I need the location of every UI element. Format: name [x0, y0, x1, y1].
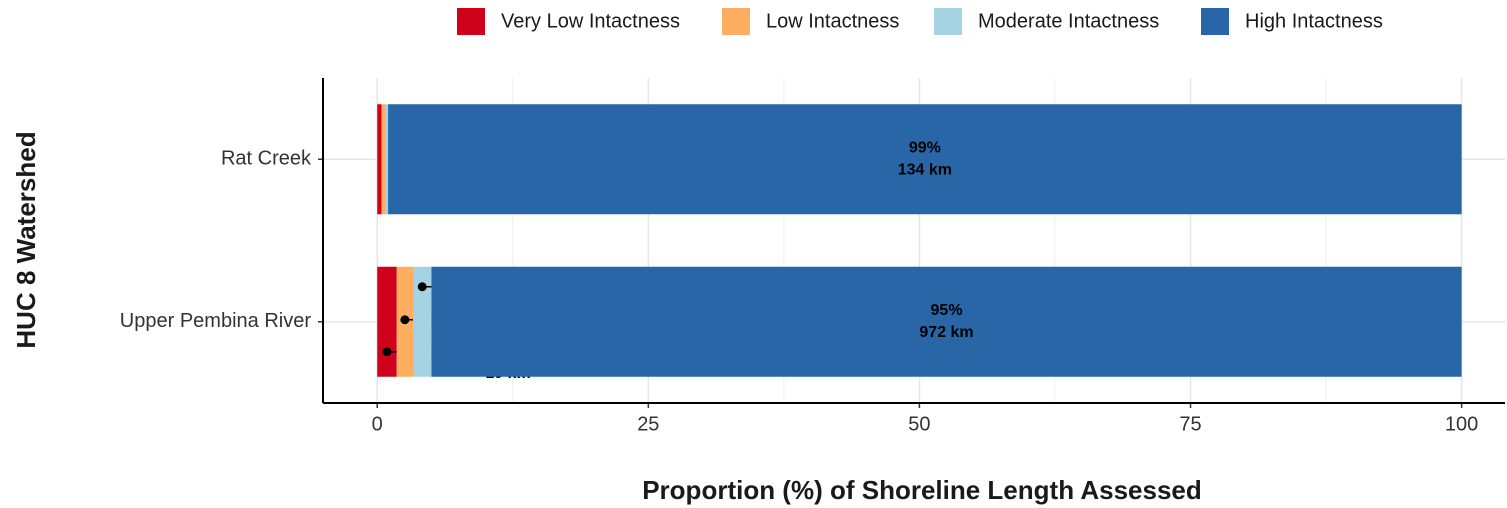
x-tick-label: 75 — [1179, 413, 1201, 435]
value-label: 95% — [931, 302, 963, 319]
bar-segment — [377, 104, 382, 215]
value-label: 99% — [909, 139, 941, 156]
callout-dot — [400, 315, 410, 325]
legend-swatch — [722, 8, 750, 35]
legend-swatch — [1201, 8, 1229, 35]
y-tick-label: Upper Pembina River — [120, 310, 312, 332]
y-tick-label: Rat Creek — [221, 148, 312, 170]
km-label: 134 km — [898, 161, 952, 178]
legend-label: High Intactness — [1245, 10, 1383, 32]
x-tick-label: 100 — [1445, 413, 1478, 435]
x-axis-title: Proportion (%) of Shoreline Length Asses… — [642, 475, 1202, 505]
bar-segment — [388, 104, 1462, 215]
legend-label: Moderate Intactness — [978, 10, 1159, 32]
legend-label: Very Low Intactness — [501, 10, 680, 32]
legend-swatch — [934, 8, 962, 35]
bar-segment — [381, 104, 386, 215]
x-tick-label: 0 — [372, 413, 383, 435]
x-tick-label: 25 — [637, 413, 659, 435]
bar-segment — [413, 266, 432, 377]
legend-label: Low Intactness — [766, 10, 899, 32]
x-tick-label: 50 — [908, 413, 930, 435]
legend-swatch — [457, 8, 485, 35]
callout-dot — [417, 282, 427, 292]
y-axis-title: HUC 8 Watershed — [11, 131, 41, 348]
bar-segment — [431, 266, 1462, 377]
callout-dot — [382, 347, 392, 357]
bar-segment — [377, 266, 397, 377]
bar-segment — [385, 104, 389, 215]
km-label: 972 km — [919, 324, 973, 341]
